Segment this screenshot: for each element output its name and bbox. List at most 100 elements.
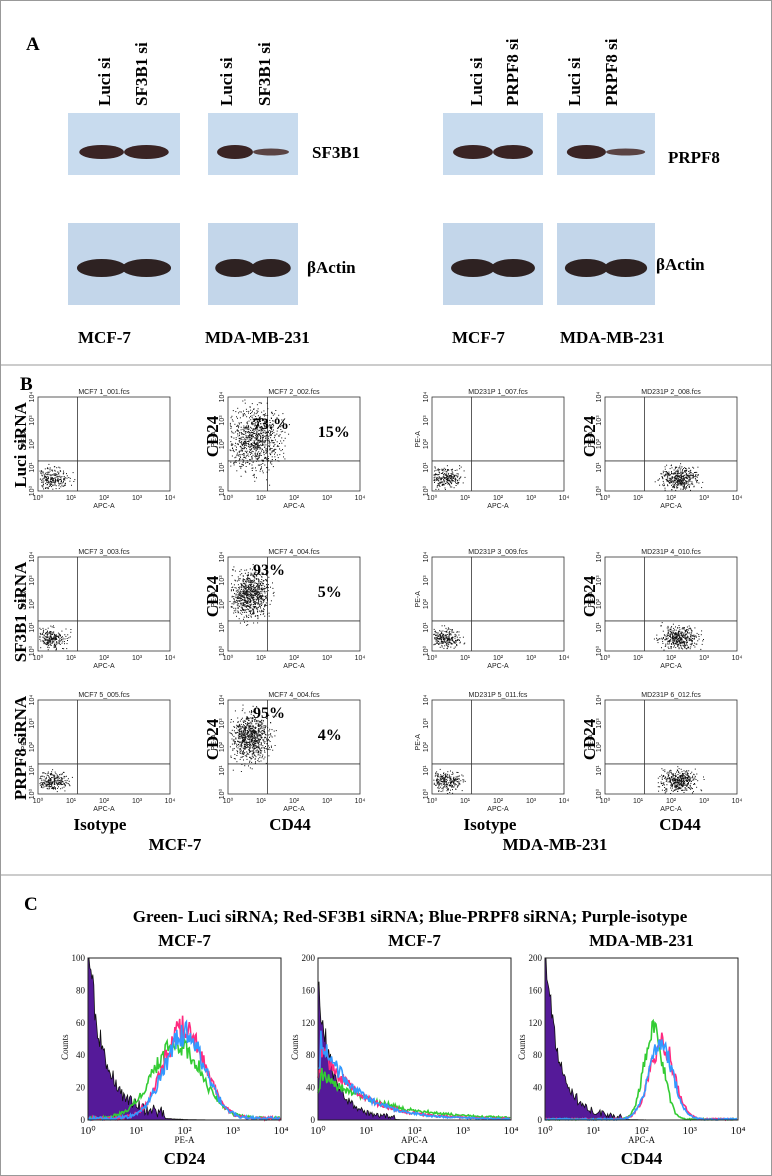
dot xyxy=(250,585,251,586)
dot xyxy=(253,604,254,605)
dot xyxy=(70,636,71,637)
dot xyxy=(240,613,241,614)
dot xyxy=(263,410,264,411)
y-tick-label: 10⁰ xyxy=(422,646,430,657)
dot xyxy=(256,732,257,733)
dot xyxy=(46,778,47,779)
dot xyxy=(253,750,254,751)
dot xyxy=(48,628,49,629)
dot xyxy=(51,780,52,781)
axis-title: CD24 xyxy=(580,575,599,617)
dot xyxy=(441,473,442,474)
dot xyxy=(66,776,67,777)
dot xyxy=(442,470,443,471)
dot xyxy=(238,587,239,588)
dot xyxy=(659,638,660,639)
dot xyxy=(679,483,680,484)
dot xyxy=(438,786,439,787)
dot xyxy=(243,465,244,466)
dot xyxy=(233,770,234,771)
dot xyxy=(262,730,263,731)
dot xyxy=(51,639,52,640)
dot xyxy=(247,437,248,438)
dot xyxy=(682,470,683,471)
dot xyxy=(57,774,58,775)
dot xyxy=(232,748,233,749)
dot xyxy=(252,754,253,755)
dot xyxy=(255,455,256,456)
dot xyxy=(436,635,437,636)
dot xyxy=(255,728,256,729)
dot xyxy=(451,634,452,635)
dot xyxy=(64,643,65,644)
dot xyxy=(240,417,241,418)
dot xyxy=(453,480,454,481)
dot xyxy=(246,594,247,595)
dot xyxy=(258,754,259,755)
dot xyxy=(683,468,684,469)
dot xyxy=(249,592,250,593)
y-tick-label: 10⁰ xyxy=(595,789,603,800)
dot xyxy=(682,645,683,646)
dot xyxy=(666,638,667,639)
dot xyxy=(692,467,693,468)
dot xyxy=(447,630,448,631)
dot xyxy=(240,729,241,730)
dot xyxy=(241,724,242,725)
dot xyxy=(685,645,686,646)
dot xyxy=(457,631,458,632)
dot xyxy=(251,736,252,737)
dot xyxy=(267,450,268,451)
dot xyxy=(248,591,249,592)
dot xyxy=(694,647,695,648)
dot xyxy=(253,597,254,598)
dot xyxy=(689,487,690,488)
dot xyxy=(61,639,62,640)
dot xyxy=(248,736,249,737)
dot xyxy=(45,643,46,644)
dot xyxy=(703,639,704,640)
dot xyxy=(446,781,447,782)
dot xyxy=(659,478,660,479)
dot xyxy=(255,594,256,595)
dot xyxy=(61,784,62,785)
dot xyxy=(673,630,674,631)
dot xyxy=(285,438,286,439)
dot xyxy=(62,639,63,640)
dot xyxy=(690,472,691,473)
dot xyxy=(265,593,266,594)
dot xyxy=(278,446,279,447)
dot xyxy=(250,432,251,433)
dot xyxy=(244,598,245,599)
dot xyxy=(235,743,236,744)
dot xyxy=(280,434,281,435)
protein-label: PRPF8 xyxy=(668,148,720,167)
dot xyxy=(258,411,259,412)
dot xyxy=(250,751,251,752)
dot xyxy=(447,646,448,647)
dot xyxy=(260,591,261,592)
dot xyxy=(236,470,237,471)
dot xyxy=(50,626,51,627)
dot xyxy=(44,773,45,774)
dot xyxy=(248,732,249,733)
dot xyxy=(41,629,42,630)
dot xyxy=(258,728,259,729)
y-tick-label: 10¹ xyxy=(423,765,430,776)
dot xyxy=(252,747,253,748)
dot xyxy=(235,457,236,458)
dot xyxy=(446,482,447,483)
dot xyxy=(455,638,456,639)
dot xyxy=(444,640,445,641)
dot xyxy=(258,744,259,745)
dot xyxy=(259,748,260,749)
dot xyxy=(254,587,255,588)
dot xyxy=(671,482,672,483)
dot xyxy=(63,486,64,487)
dot xyxy=(247,744,248,745)
dot xyxy=(251,614,252,615)
dot xyxy=(665,635,666,636)
dot xyxy=(230,722,231,723)
dot xyxy=(457,776,458,777)
dot xyxy=(269,441,270,442)
